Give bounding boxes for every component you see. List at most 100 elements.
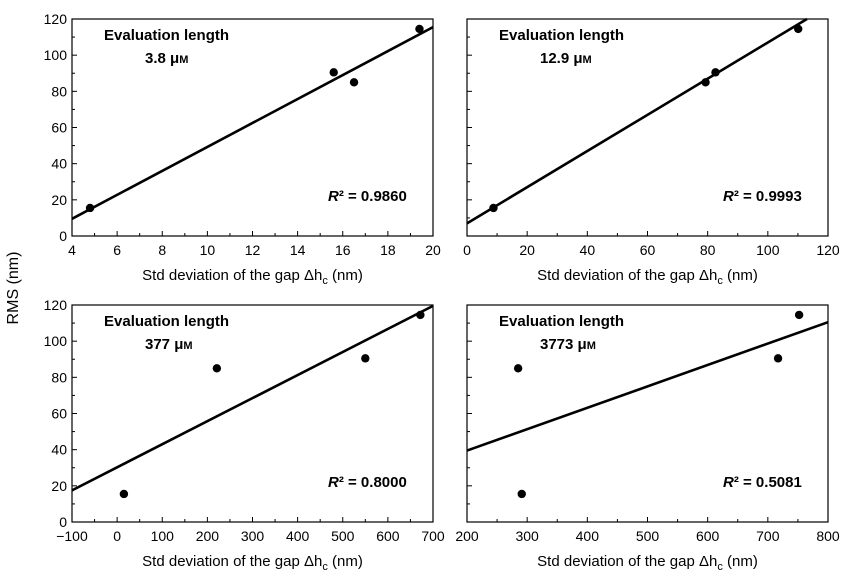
x-tick-label: 500 <box>636 528 660 544</box>
y-tick-label: 60 <box>51 120 67 136</box>
data-point <box>794 310 804 320</box>
annotation-value: 12.9 μM <box>540 50 592 67</box>
x-tick-label: 400 <box>286 528 310 544</box>
r-squared-value: ² = 0.9860 <box>339 188 407 205</box>
x-tick-label: 4 <box>68 242 76 258</box>
data-point <box>329 68 338 77</box>
x-tick-label: 800 <box>816 528 840 544</box>
y-tick-label: 20 <box>51 478 67 494</box>
r-squared-symbol: R <box>723 474 734 491</box>
x-tick-label: 400 <box>576 528 600 544</box>
data-point <box>349 78 359 87</box>
data-point <box>416 310 425 320</box>
y-tick-label: 20 <box>51 192 67 208</box>
annotation-title: Evaluation length <box>499 313 624 330</box>
x-tick-label: 80 <box>700 242 716 258</box>
annotation-value-unit: M <box>183 340 192 352</box>
r-squared-label: R² = 0.9993 <box>723 188 802 205</box>
y-tick-label: 120 <box>44 297 68 313</box>
data-point <box>517 489 526 499</box>
x-tick-label: 60 <box>640 242 656 258</box>
x-tick-label: 10 <box>200 242 216 258</box>
x-tick-label: 600 <box>696 528 720 544</box>
data-point <box>489 203 498 213</box>
x-axis-label: Std deviation of the gap Δhc (nm) <box>142 553 363 573</box>
bottom-left-panel: −100 0 100 200 300 400 500 600 70002040608010012… <box>44 297 445 573</box>
x-tick-label: 100 <box>151 528 175 544</box>
annotation-value-unit: M <box>583 54 592 66</box>
top-right-panel: 0 20 40 60 80 100 120 Evaluation length 12.9 μM R… <box>463 17 840 287</box>
x-tick-label: 0 <box>463 242 471 258</box>
data-point <box>711 68 720 77</box>
data-point <box>85 203 95 213</box>
data-point <box>773 354 783 363</box>
x-tick-label: 120 <box>816 242 840 258</box>
regression-line <box>466 17 808 225</box>
annotation-value: 377 μM <box>145 336 193 353</box>
annotation-value-number: 3.8 μ <box>145 50 179 67</box>
x-tick-label: 200 <box>455 528 479 544</box>
annotation-title: Evaluation length <box>104 27 229 44</box>
regression-line <box>466 320 829 452</box>
r-squared-value: ² = 0.9993 <box>734 188 802 205</box>
y-tick-label: 120 <box>44 11 68 27</box>
x-axis-label: Std deviation of the gap Δhc (nm) <box>537 553 758 573</box>
annotation-title: Evaluation length <box>104 313 229 330</box>
x-tick-label: 600 <box>376 528 400 544</box>
y-tick-label: 80 <box>51 369 67 385</box>
x-tick-label: 300 <box>515 528 539 544</box>
annotation-value-number: 377 μ <box>145 336 183 353</box>
x-tick-label: 20 <box>425 242 441 258</box>
y-tick-label: 40 <box>51 442 67 458</box>
r-squared-label: R² = 0.5081 <box>723 474 802 491</box>
x-tick-label: 14 <box>290 242 306 258</box>
x-tick-label: 6 <box>113 242 121 258</box>
annotation-value: 3.8 μM <box>145 50 188 67</box>
x-axis-label: Std deviation of the gap Δhc (nm) <box>537 267 758 287</box>
annotation-value: 3773 μM <box>540 336 596 353</box>
annotation-value-number: 3773 μ <box>540 336 587 353</box>
x-tick-label: 40 <box>580 242 596 258</box>
x-tick-label: 0 <box>113 528 121 544</box>
y-tick-label: 0 <box>59 228 67 244</box>
x-tick-label: 20 <box>519 242 535 258</box>
x-tick-label: 12 <box>245 242 261 258</box>
data-point <box>415 24 424 34</box>
annotation-value-unit: M <box>179 54 188 66</box>
y-axis-label: RMS (nm) <box>5 252 22 325</box>
data-point <box>701 78 710 87</box>
x-tick-label: 16 <box>335 242 351 258</box>
data-point <box>361 354 370 363</box>
x-tick-label: 700 <box>756 528 780 544</box>
bottom-right-panel: 200 300 400 500 600 700 800 Evaluation length 37… <box>455 304 840 573</box>
x-tick-label: 700 <box>421 528 445 544</box>
r-squared-symbol: R <box>723 188 734 205</box>
x-tick-label: 18 <box>380 242 396 258</box>
x-tick-label: 8 <box>158 242 166 258</box>
r-squared-symbol: R <box>328 474 339 491</box>
x-tick-label: 300 <box>241 528 265 544</box>
r-squared-symbol: R <box>328 188 339 205</box>
x-tick-label: 100 <box>756 242 780 258</box>
r-squared-label: R² = 0.8000 <box>328 474 407 491</box>
x-tick-label: −100 <box>56 528 88 544</box>
x-tick-label: 500 <box>331 528 355 544</box>
top-left-panel: 4 6 8 10 12 14 16 18 20 0 20 40 60 80 100 120 Evaluation… <box>44 11 441 287</box>
y-tick-label: 80 <box>51 83 67 99</box>
r-squared-value: ² = 0.8000 <box>339 474 407 491</box>
x-axis-label: Std deviation of the gap Δhc (nm) <box>142 267 363 287</box>
y-tick-label: 40 <box>51 156 67 172</box>
y-tick-label: 0 <box>59 514 67 530</box>
x-tick-label: 200 <box>196 528 220 544</box>
data-point <box>119 489 129 499</box>
y-tick-label: 100 <box>44 47 68 63</box>
r-squared-label: R² = 0.9860 <box>328 188 407 205</box>
r-squared-value: ² = 0.5081 <box>734 474 802 491</box>
annotation-title: Evaluation length <box>499 27 624 44</box>
data-point <box>513 364 523 373</box>
data-point <box>794 24 803 34</box>
annotation-value-number: 12.9 μ <box>540 50 583 67</box>
data-point <box>212 364 222 373</box>
annotation-value-unit: M <box>587 340 596 352</box>
